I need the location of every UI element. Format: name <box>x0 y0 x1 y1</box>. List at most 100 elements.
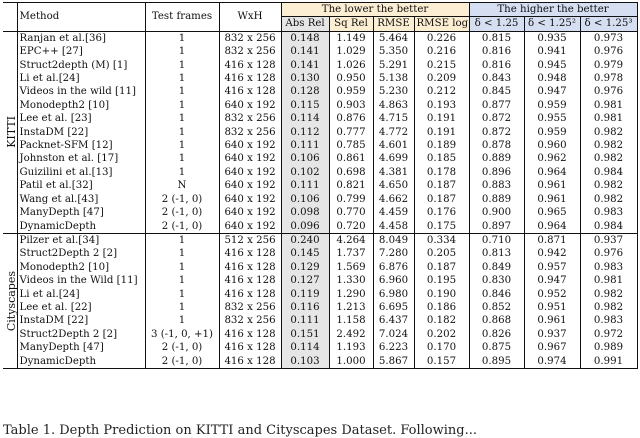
metric-cell: 0.979 <box>579 58 638 73</box>
method-cell: Lee et al. [22] <box>16 300 145 315</box>
metric-cell: 0.871 <box>523 233 580 248</box>
method-cell: DynamicDepth <box>16 354 145 369</box>
metric-cell: 0.852 <box>468 300 524 315</box>
wxh-cell: 416 x 128 <box>218 274 281 288</box>
method-cell: Struct2Depth 2 [2] <box>16 327 145 342</box>
metric-cell: 4.459 <box>372 206 414 220</box>
metric-cell: 0.983 <box>579 206 638 220</box>
wxh-cell: 640 x 192 <box>218 206 281 220</box>
metric-cell: 0.941 <box>523 45 580 59</box>
metric-cell: 0.141 <box>280 58 329 73</box>
metric-cell: 0.964 <box>523 219 580 234</box>
metric-cell: 5.350 <box>372 45 414 59</box>
metric-cell: 0.982 <box>579 192 638 207</box>
metric-cell: 0.961 <box>523 314 580 328</box>
metric-cell: 0.202 <box>413 327 469 342</box>
metric-cell: 0.959 <box>523 125 580 140</box>
metric-cell: 0.215 <box>413 58 469 73</box>
metric-cell: 4.650 <box>372 179 414 193</box>
metric-cell: 1.026 <box>328 58 373 73</box>
wxh-header: WxH <box>218 2 281 32</box>
method-cell: Monodepth2 [10] <box>16 98 145 113</box>
metric-cell: 0.785 <box>328 139 373 153</box>
metric-cell: 0.111 <box>280 139 329 153</box>
metric-cell: 0.961 <box>523 179 580 193</box>
table-row: Wang et al.[43] 2 (-1, 0) 640 x 192 0.106 0.… <box>3 192 638 207</box>
table-row: Lee et al. [22] 1 832 x 256 0.116 1.213 6.695… <box>3 300 638 315</box>
test-frames-cell: 1 <box>144 85 219 99</box>
metric-cell: 0.961 <box>523 192 580 207</box>
metric-cell: 1.149 <box>328 31 373 46</box>
metric-cell: 6.223 <box>372 341 414 355</box>
metric-cell: 0.964 <box>523 165 580 180</box>
metric-cell: 0.148 <box>280 31 329 46</box>
metric-cell: 1.737 <box>328 247 373 261</box>
wxh-cell: 640 x 192 <box>218 152 281 166</box>
metric-cell: 0.130 <box>280 72 329 86</box>
test-frames-cell: 3 (-1, 0, +1) <box>144 327 219 342</box>
metric-cell: 0.170 <box>413 341 469 355</box>
wxh-cell: 832 x 256 <box>218 45 281 59</box>
test-frames-cell: 1 <box>144 260 219 275</box>
wxh-cell: 416 x 128 <box>218 72 281 86</box>
dataset-label: Cityscapes <box>3 233 17 368</box>
metric-cell: 0.973 <box>579 31 638 46</box>
metric-cell: 0.846 <box>468 287 524 301</box>
table-row: Li et al.[24] 1 416 x 128 0.130 0.950 5.138 0.… <box>3 72 638 86</box>
metric-cell: 0.981 <box>579 98 638 113</box>
metric-cell: 0.959 <box>328 85 373 99</box>
metric-cell: 6.695 <box>372 300 414 315</box>
results-table: Method Test frames WxH The lower the bet… <box>3 2 638 369</box>
test-frames-cell: 1 <box>144 58 219 73</box>
table-row: Lee et al. [23] 1 832 x 256 0.114 0.876 4.715… <box>3 112 638 126</box>
metric-cell: 2.492 <box>328 327 373 342</box>
test-frames-cell: 1 <box>144 139 219 153</box>
metric-cell: 6.980 <box>372 287 414 301</box>
metric-cell: 1.029 <box>328 45 373 59</box>
wxh-cell: 512 x 256 <box>218 233 281 248</box>
metric-cell: 0.103 <box>280 354 329 369</box>
test-frames-cell: 1 <box>144 300 219 315</box>
metric-cell: 0.190 <box>413 287 469 301</box>
metric-cell: 0.976 <box>579 85 638 99</box>
metric-cell: 4.601 <box>372 139 414 153</box>
metric-cell: 0.127 <box>280 274 329 288</box>
method-cell: Struct2depth (M) [1] <box>16 58 145 73</box>
metric-cell: 0.698 <box>328 165 373 180</box>
test-frames-cell: 2 (-1, 0) <box>144 206 219 220</box>
metric-cell: 0.710 <box>468 233 524 248</box>
test-frames-header: Test frames <box>144 2 219 32</box>
metric-cell: 4.699 <box>372 152 414 166</box>
metric-cell: 0.952 <box>523 287 580 301</box>
metric-cell: 0.876 <box>328 112 373 126</box>
metric-cell: 0.102 <box>280 165 329 180</box>
dataset-label-text: KITTI <box>5 116 17 149</box>
metric-cell: 0.945 <box>523 58 580 73</box>
table-row: Monodepth2 [10] 1 640 x 192 0.115 0.903 4.863… <box>3 98 638 113</box>
metric-cell: 0.843 <box>468 72 524 86</box>
method-cell: Pilzer et al.[34] <box>16 233 145 248</box>
wxh-cell: 832 x 256 <box>218 300 281 315</box>
method-cell: Videos in the wild [11] <box>16 85 145 99</box>
header-row-groups: Method Test frames WxH The lower the bet… <box>3 2 638 32</box>
metric-cell: 0.240 <box>280 233 329 248</box>
metric-cell: 0.096 <box>280 219 329 234</box>
metric-cell: 0.960 <box>523 139 580 153</box>
table-row: Guizilini et al.[13] 1 640 x 192 0.102 0.698… <box>3 165 638 180</box>
metric-cell: 0.226 <box>413 31 469 46</box>
metric-cell: 0.115 <box>280 98 329 113</box>
metric-cell: 0.937 <box>523 327 580 342</box>
test-frames-cell: 1 <box>144 247 219 261</box>
method-cell: Li et al.[24] <box>16 72 145 86</box>
metric-cell: 5.867 <box>372 354 414 369</box>
metric-cell: 0.216 <box>413 45 469 59</box>
table-row: Monodepth2 [10] 1 416 x 128 0.129 1.569 6.876… <box>3 260 638 275</box>
metric-cell: 0.209 <box>413 72 469 86</box>
metric-cell: 0.106 <box>280 192 329 207</box>
metric-cell: 0.145 <box>280 247 329 261</box>
method-cell: Packnet-SFM [12] <box>16 139 145 153</box>
test-frames-cell: 1 <box>144 45 219 59</box>
wxh-cell: 640 x 192 <box>218 98 281 113</box>
metric-cell: 0.983 <box>579 314 638 328</box>
